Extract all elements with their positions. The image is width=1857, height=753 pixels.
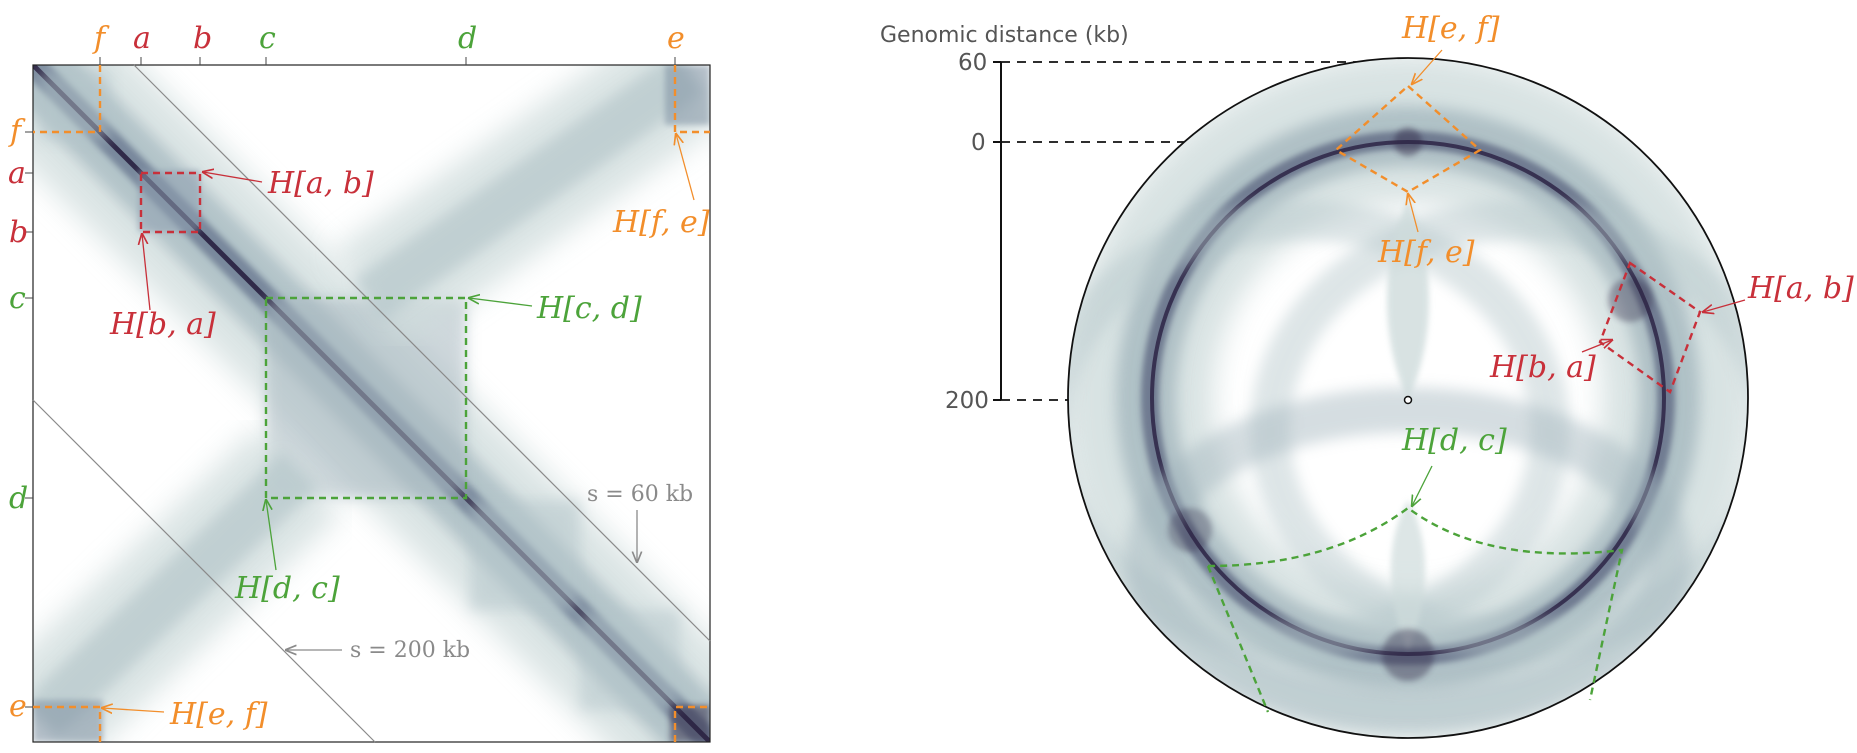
- label-hef: H[e, f]: [169, 697, 268, 732]
- arrow-hef: [102, 708, 165, 712]
- top-tick-marks: [99, 57, 676, 65]
- arrow-hab: [203, 172, 263, 183]
- label-r-hba: H[b, a]: [1489, 350, 1596, 385]
- side-tick-b: b: [9, 215, 28, 250]
- label-hdc: H[d, c]: [234, 571, 340, 606]
- top-tick-f: f: [92, 21, 110, 56]
- side-tick-marks: [25, 131, 33, 708]
- arrow-hba: [142, 234, 151, 311]
- circular-plot-panel: Genomic distance (kb) 60 0 200: [880, 11, 1854, 739]
- top-tick-e: e: [667, 21, 685, 56]
- label-r-hfe: H[f, e]: [1377, 235, 1475, 270]
- side-tick-f: f: [8, 114, 26, 149]
- axis-tick-label-60: 60: [958, 50, 987, 76]
- label-hba: H[b, a]: [109, 307, 216, 342]
- distance-line-200kb: [32, 399, 376, 743]
- distance-line-60kb: [133, 64, 711, 642]
- label-s200: s = 200 kb: [350, 638, 470, 663]
- contact-matrix-frame: [32, 64, 711, 743]
- circle-center: [1403, 395, 1413, 405]
- arrow-hdc: [266, 500, 277, 571]
- axis-tick-label-0: 0: [971, 130, 986, 156]
- block-ef: [33, 705, 102, 742]
- arrow-r-hfe: [1408, 194, 1419, 233]
- side-tick-d: d: [9, 481, 28, 516]
- label-hab: H[a, b]: [267, 166, 374, 201]
- label-r-hef: H[e, f]: [1401, 11, 1500, 46]
- arrow-r-hba: [1581, 340, 1612, 353]
- region-ab: [1598, 261, 1702, 394]
- arrow-hfe: [676, 134, 695, 201]
- block-ab: [139, 171, 202, 234]
- contact-matrix-panel: f a b c d e f a b c d e H[a, b] H[b, a] …: [8, 21, 711, 743]
- region-dc: [1206, 506, 1624, 713]
- arrow-r-hab: [1703, 299, 1746, 312]
- label-r-hab: H[a, b]: [1747, 271, 1854, 306]
- side-tick-a: a: [8, 156, 26, 191]
- top-tick-a: a: [133, 21, 151, 56]
- block-cd: [264, 296, 468, 500]
- contact-matrix-heatmap: [33, 65, 710, 742]
- label-s60: s = 60 kb: [587, 482, 693, 507]
- arrow-r-hdc: [1412, 465, 1433, 506]
- label-r-hdc: H[d, c]: [1401, 423, 1507, 458]
- top-tick-b: b: [193, 21, 212, 56]
- block-fe: [33, 65, 102, 134]
- axis-title: Genomic distance (kb): [880, 23, 1129, 48]
- region-ef: [1333, 84, 1483, 194]
- circle-outline: [1067, 57, 1749, 739]
- arrow-r-hef: [1412, 49, 1443, 84]
- label-hfe: H[f, e]: [612, 205, 710, 240]
- top-tick-d: d: [458, 21, 477, 56]
- side-tick-c: c: [9, 281, 26, 316]
- top-tick-c: c: [259, 21, 276, 56]
- arrow-hcd: [469, 298, 533, 307]
- axis-tick-label-200: 200: [945, 388, 989, 414]
- label-hcd: H[c, d]: [536, 291, 642, 326]
- side-tick-e: e: [9, 689, 27, 724]
